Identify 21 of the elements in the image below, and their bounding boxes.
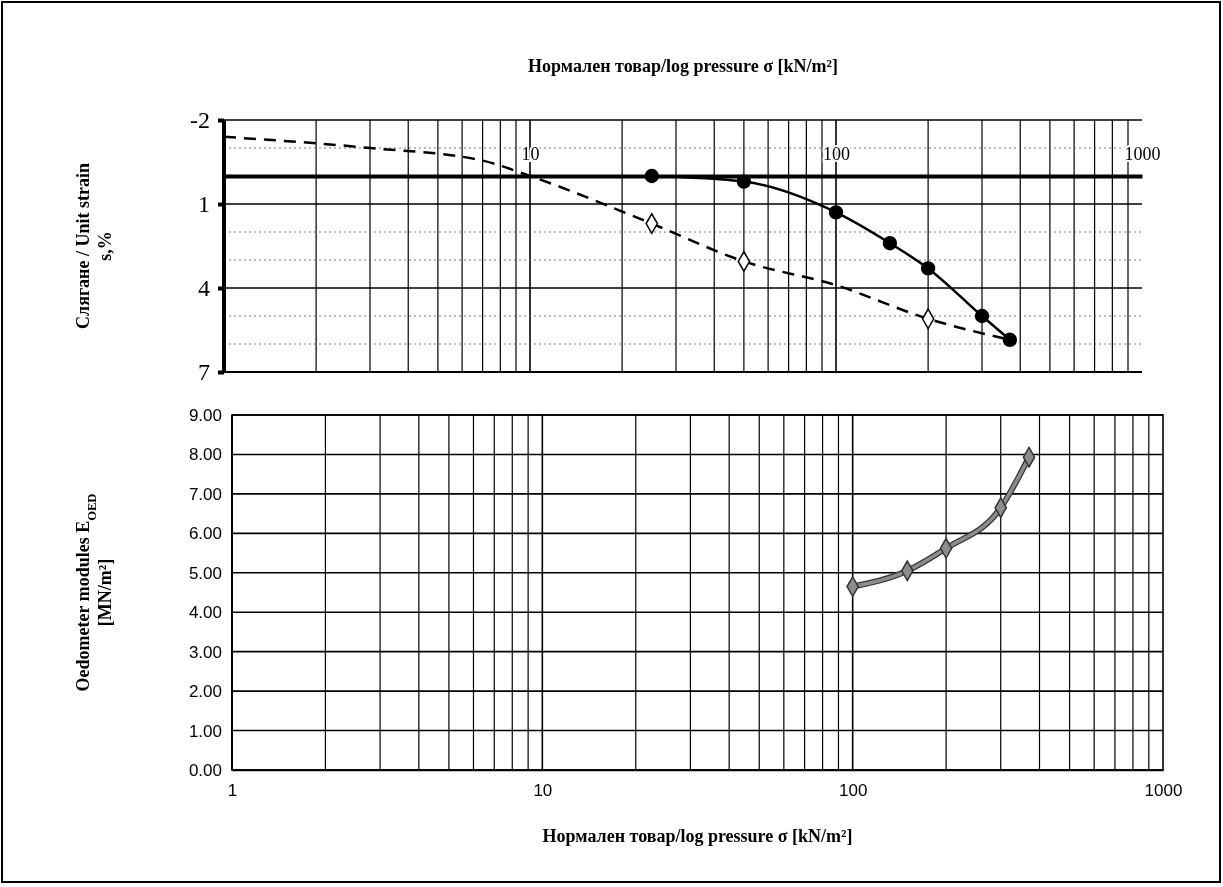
x-axis-title: Нормален товар/log pressure σ [kN/m²]: [528, 56, 838, 76]
x-tick-label: 10: [533, 781, 553, 801]
y-tick-label: 9.00: [188, 405, 222, 425]
x-tick-label: 1: [227, 781, 238, 801]
y-tick-label: 0.00: [188, 760, 222, 780]
y-tick-label: 1.00: [188, 721, 222, 741]
x-tick-label: 100: [838, 781, 868, 801]
y-tick-label: 5.00: [188, 563, 222, 583]
x-tick-label: 1000: [1144, 781, 1183, 801]
y-tick-label: 1: [198, 191, 210, 218]
y-axis-title: Слягане / Unit strain s,%: [73, 163, 115, 329]
y-tick-label: 8.00: [188, 445, 222, 465]
y-tick-label: -2: [190, 107, 210, 134]
y-tick-label: 4.00: [188, 603, 222, 623]
y-tick-label: 4: [198, 275, 210, 302]
x-axis-title: Нормален товар/log pressure σ [kN/m²]: [542, 826, 853, 846]
y-tick-label: 7.00: [188, 484, 222, 504]
y-tick-label: 6.00: [188, 524, 222, 544]
y-tick-label: 3.00: [188, 642, 222, 662]
y-tick-label: 2.00: [188, 682, 222, 702]
y-tick-label: 7: [198, 359, 210, 386]
